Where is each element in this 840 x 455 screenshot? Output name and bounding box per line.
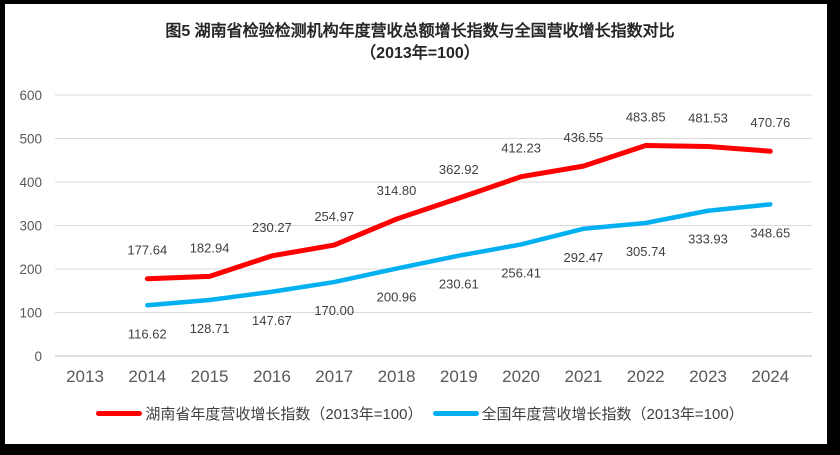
y-axis-tick-label: 100 (19, 306, 42, 321)
chart-title-line1: 图5 湖南省检验检测机构年度营收总额增长指数与全国营收增长指数对比 (165, 23, 675, 40)
legend-label-hunan: 湖南省年度营收增长指数（2013年=100） (145, 406, 423, 423)
frame-border-bottom (0, 444, 840, 455)
chart-title: 图5 湖南省检验检测机构年度营收总额增长指数与全国营收增长指数对比 （2013年… (0, 21, 840, 65)
data-label: 314.80 (377, 183, 417, 198)
x-axis-tick-label: 2019 (440, 367, 478, 386)
data-label: 230.61 (439, 277, 479, 292)
data-label: 470.76 (750, 115, 790, 130)
frame-border-right (827, 0, 840, 455)
chart-title-line2: （2013年=100） (360, 45, 480, 62)
x-axis-tick-label: 2020 (502, 367, 540, 386)
y-axis-tick-label: 500 (19, 132, 42, 147)
x-axis-tick-label: 2022 (627, 367, 665, 386)
x-axis-tick-label: 2018 (378, 367, 416, 386)
data-label: 177.64 (127, 243, 167, 258)
data-label: 481.53 (688, 111, 728, 126)
frame-border-top (0, 0, 840, 4)
data-label: 412.23 (501, 141, 541, 156)
series-line-hunan (144, 143, 773, 282)
y-axis-tick-label: 0 (34, 349, 42, 364)
y-axis-tick-label: 200 (19, 262, 42, 277)
legend-item-national: 全国年度营收增长指数（2013年=100） (432, 403, 744, 424)
x-axis-tick-label: 2016 (253, 367, 291, 386)
x-axis-tick-label: 2017 (315, 367, 353, 386)
x-axis-tick-label: 2013 (66, 367, 104, 386)
data-label: 254.97 (314, 209, 354, 224)
data-label: 292.47 (564, 250, 604, 265)
x-axis-tick-label: 2015 (191, 367, 229, 386)
x-axis-tick-label: 2023 (689, 367, 727, 386)
y-axis-tick-label: 300 (19, 219, 42, 234)
data-label: 116.62 (128, 326, 167, 341)
data-label: 170.00 (314, 303, 354, 318)
legend-line-sample-blue-icon (432, 411, 479, 416)
data-label: 436.55 (564, 130, 604, 145)
y-axis-tick-label: 600 (19, 88, 42, 103)
y-axis-tick-label: 400 (19, 175, 42, 190)
legend: 湖南省年度营收增长指数（2013年=100） 全国年度营收增长指数（2013年=… (0, 403, 840, 424)
legend-line-sample-red-icon (96, 411, 143, 416)
data-label: 256.41 (501, 265, 541, 280)
legend-item-hunan: 湖南省年度营收增长指数（2013年=100） (96, 403, 423, 424)
data-label: 483.85 (626, 110, 666, 125)
data-label: 230.27 (252, 220, 292, 235)
x-axis-tick-label: 2021 (564, 367, 602, 386)
data-label: 200.96 (377, 290, 417, 305)
x-axis-tick-label: 2024 (751, 367, 789, 386)
data-label: 305.74 (626, 244, 666, 259)
data-label: 348.65 (750, 225, 790, 240)
data-label: 333.93 (688, 232, 728, 247)
data-label: 147.67 (252, 313, 292, 328)
legend-label-national: 全国年度营收增长指数（2013年=100） (481, 406, 744, 423)
series-line-national (145, 202, 773, 308)
data-label: 362.92 (439, 162, 479, 177)
x-axis-tick-label: 2014 (128, 367, 166, 386)
frame-border-left (0, 0, 5, 455)
data-label: 128.71 (190, 321, 230, 336)
data-label: 182.94 (190, 240, 230, 255)
